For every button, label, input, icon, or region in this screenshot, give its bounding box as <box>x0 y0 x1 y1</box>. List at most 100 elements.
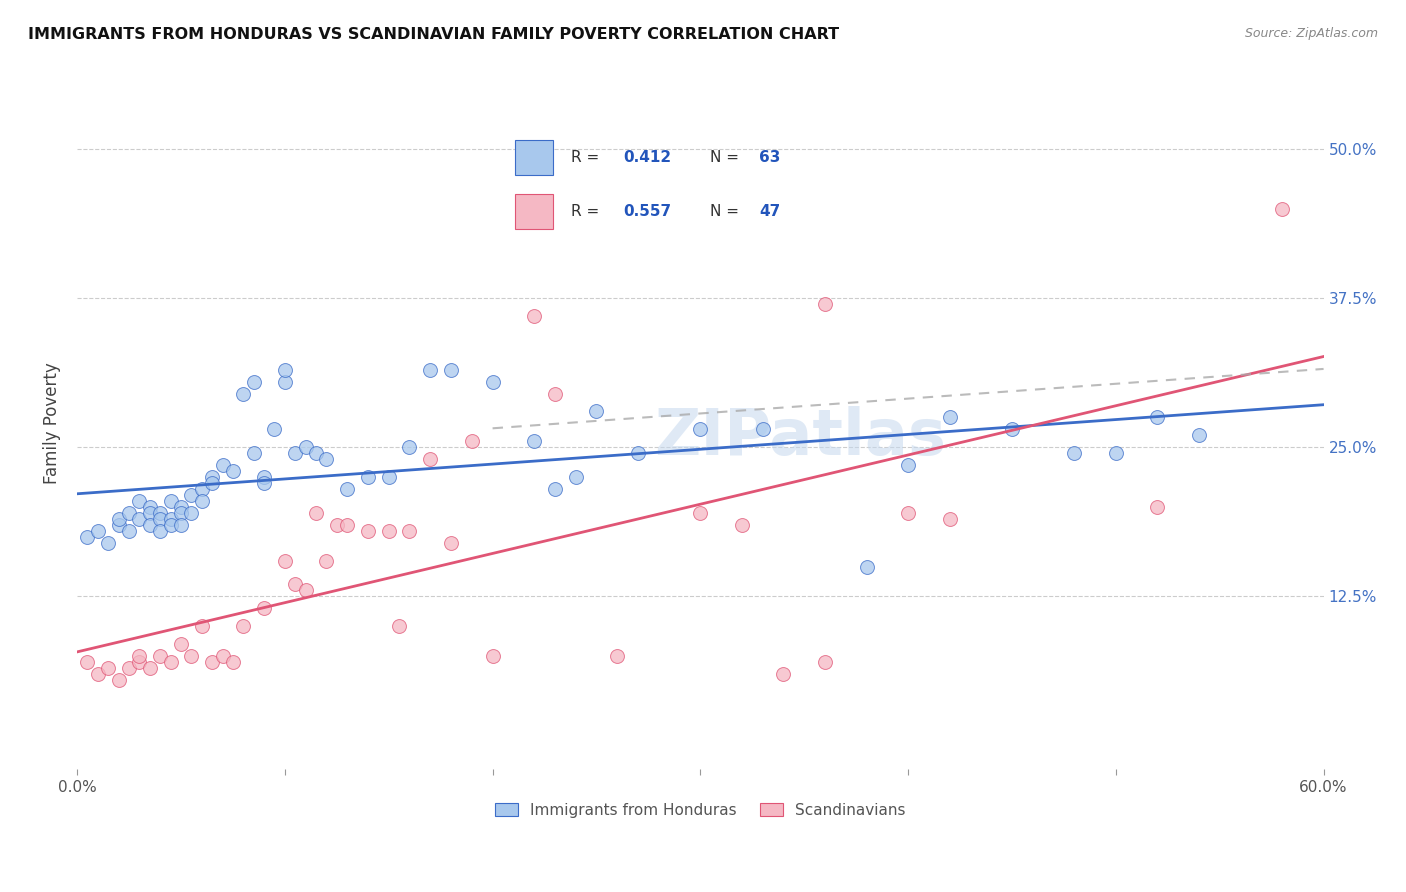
Point <box>222 464 245 478</box>
Point <box>814 297 837 311</box>
Point <box>149 648 172 663</box>
Point <box>180 488 202 502</box>
Point <box>118 524 141 538</box>
Point <box>76 530 98 544</box>
Point <box>180 648 202 663</box>
Text: ZIPatlas: ZIPatlas <box>654 406 946 468</box>
Point <box>938 410 960 425</box>
Point <box>107 517 129 532</box>
Point <box>305 446 328 460</box>
Point <box>201 475 224 490</box>
Point <box>357 470 380 484</box>
Point <box>201 655 224 669</box>
Point <box>336 482 359 496</box>
Point <box>398 524 420 538</box>
Point <box>938 512 960 526</box>
Point <box>170 517 193 532</box>
Point <box>814 655 837 669</box>
Point <box>305 506 328 520</box>
Point <box>294 440 316 454</box>
Point <box>253 470 276 484</box>
Point <box>855 559 877 574</box>
Point <box>564 470 586 484</box>
Point <box>139 500 162 514</box>
Point <box>481 375 503 389</box>
Point <box>149 506 172 520</box>
Point <box>377 470 399 484</box>
Point <box>222 655 245 669</box>
Point <box>377 524 399 538</box>
Point <box>76 655 98 669</box>
Point <box>315 553 337 567</box>
Point <box>284 446 307 460</box>
Point <box>1146 410 1168 425</box>
Point <box>751 422 773 436</box>
Point <box>149 512 172 526</box>
Point <box>315 452 337 467</box>
Point <box>232 386 254 401</box>
Point <box>87 524 110 538</box>
Point <box>1271 202 1294 216</box>
Point <box>170 500 193 514</box>
Point <box>242 375 264 389</box>
Point <box>326 517 349 532</box>
Point <box>139 506 162 520</box>
Point <box>689 422 711 436</box>
Point <box>461 434 484 449</box>
Point <box>274 553 297 567</box>
Point <box>180 506 202 520</box>
Point <box>388 619 411 633</box>
Point <box>139 661 162 675</box>
Point <box>107 512 129 526</box>
Point <box>440 535 463 549</box>
Point <box>897 458 920 472</box>
Point <box>190 494 212 508</box>
Text: IMMIGRANTS FROM HONDURAS VS SCANDINAVIAN FAMILY POVERTY CORRELATION CHART: IMMIGRANTS FROM HONDURAS VS SCANDINAVIAN… <box>28 27 839 42</box>
Point <box>294 583 316 598</box>
Point <box>149 524 172 538</box>
Point <box>128 655 150 669</box>
Point <box>211 648 233 663</box>
Point <box>398 440 420 454</box>
Point <box>97 661 120 675</box>
Legend: Immigrants from Honduras, Scandinavians: Immigrants from Honduras, Scandinavians <box>489 797 911 824</box>
Point <box>1063 446 1085 460</box>
Point <box>170 506 193 520</box>
Point <box>336 517 359 532</box>
Point <box>190 482 212 496</box>
Point <box>274 362 297 376</box>
Point <box>242 446 264 460</box>
Point <box>544 386 567 401</box>
Point <box>544 482 567 496</box>
Point <box>585 404 607 418</box>
Point <box>419 362 441 376</box>
Point <box>159 517 181 532</box>
Point <box>159 512 181 526</box>
Point <box>97 535 120 549</box>
Point <box>139 517 162 532</box>
Point <box>190 619 212 633</box>
Point <box>118 661 141 675</box>
Point <box>201 470 224 484</box>
Point <box>523 309 546 323</box>
Point <box>627 446 650 460</box>
Point <box>1146 500 1168 514</box>
Point <box>274 375 297 389</box>
Point <box>253 475 276 490</box>
Point <box>87 666 110 681</box>
Point <box>263 422 285 436</box>
Point <box>128 512 150 526</box>
Point <box>159 494 181 508</box>
Point <box>523 434 546 449</box>
Text: Source: ZipAtlas.com: Source: ZipAtlas.com <box>1244 27 1378 40</box>
Point <box>211 458 233 472</box>
Y-axis label: Family Poverty: Family Poverty <box>44 362 60 484</box>
Point <box>357 524 380 538</box>
Point <box>107 673 129 687</box>
Point <box>1001 422 1024 436</box>
Point <box>253 601 276 615</box>
Point <box>731 517 754 532</box>
Point <box>606 648 628 663</box>
Point <box>284 577 307 591</box>
Point <box>419 452 441 467</box>
